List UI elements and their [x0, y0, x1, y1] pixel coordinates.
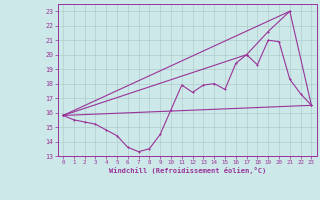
X-axis label: Windchill (Refroidissement éolien,°C): Windchill (Refroidissement éolien,°C) [108, 167, 266, 174]
